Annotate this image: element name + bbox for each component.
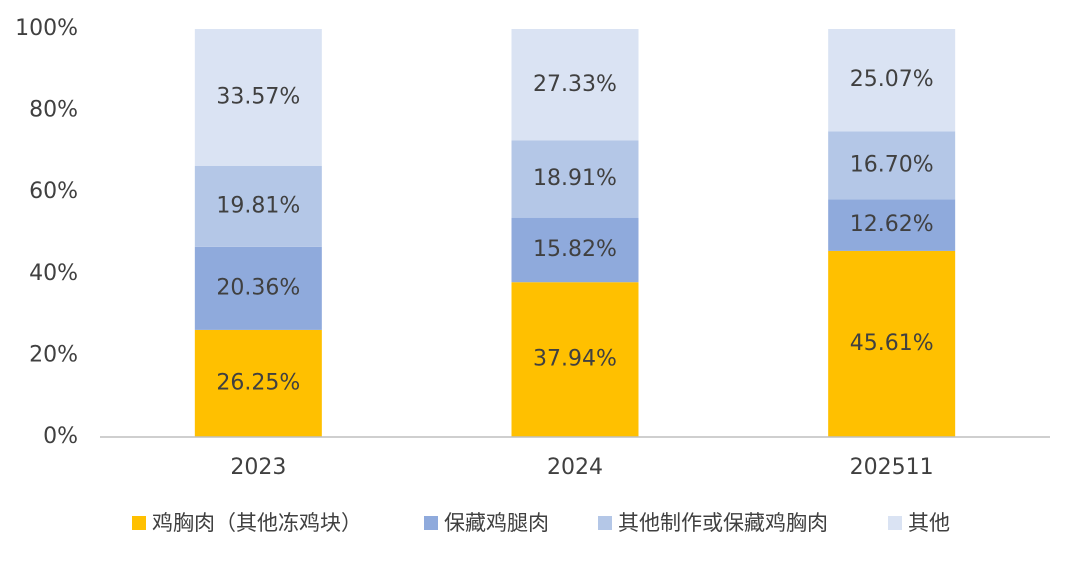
legend-swatch [888,516,902,530]
y-tick-label: 0% [43,424,78,449]
x-tick-label: 202511 [850,455,934,480]
bar-segment [511,29,639,141]
data-label: 27.33% [533,72,617,97]
x-tick-label: 2023 [230,455,286,480]
bar-segment [194,246,322,330]
bar-segment [511,282,639,437]
y-tick-label: 40% [29,261,78,286]
legend-swatch [598,516,612,530]
legend-label: 鸡胸肉（其他冻鸡块） [152,511,362,535]
legend-swatch [132,516,146,530]
data-label: 45.61% [850,331,934,356]
data-label: 33.57% [216,85,300,110]
data-label: 12.62% [850,212,934,237]
data-label: 16.70% [850,152,934,177]
y-tick-label: 100% [15,16,78,41]
data-label: 20.36% [216,275,300,300]
x-tick-label: 2024 [547,455,603,480]
legend-label: 其他 [908,511,950,535]
bar-segment [194,329,322,437]
y-tick-label: 60% [29,179,78,204]
bar-segment [511,217,639,283]
legend-label: 其他制作或保藏鸡胸肉 [618,511,828,535]
data-label: 37.94% [533,347,617,372]
bar-segment [828,131,956,200]
y-tick-label: 20% [29,342,78,367]
bar-segment [194,166,322,247]
y-tick-label: 80% [29,98,78,123]
data-label: 19.81% [216,193,300,218]
legend-swatch [424,516,438,530]
data-label: 15.82% [533,237,617,262]
bar-segment [194,29,322,167]
bar-segment [511,140,639,218]
data-label: 25.07% [850,67,934,92]
bar-segment [828,29,956,132]
bar-segment [828,250,956,437]
legend-label: 保藏鸡腿肉 [444,511,549,535]
bar-segment [828,199,956,251]
data-label: 18.91% [533,166,617,191]
data-label: 26.25% [216,370,300,395]
